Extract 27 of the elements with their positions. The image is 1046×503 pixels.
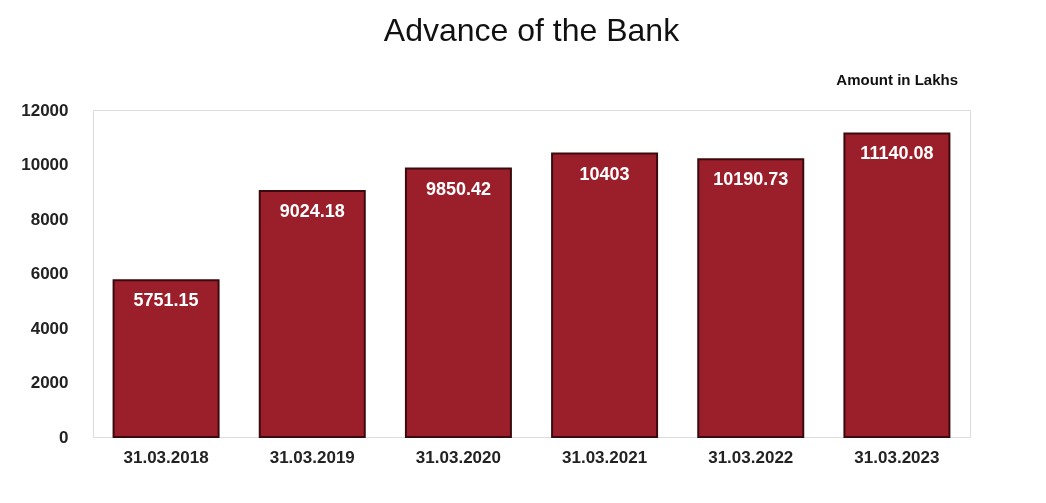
data-label: 9024.18: [279, 201, 345, 222]
y-tick-label: 2000: [30, 373, 69, 392]
data-label: 10190.73: [713, 169, 789, 190]
bar: [843, 132, 951, 438]
bar: [551, 152, 659, 438]
data-label: 5751.15: [133, 290, 199, 311]
x-tick-label: 31.03.2021: [562, 447, 648, 467]
data-label: 11140.08: [860, 143, 934, 164]
bar: [697, 158, 805, 438]
y-tick-label: 6000: [30, 264, 69, 283]
x-tick-label: 31.03.2023: [854, 447, 940, 467]
y-tick-label: 4000: [30, 318, 69, 338]
y-tick-label: 8000: [30, 209, 69, 229]
text: Amount in Lakhs: [836, 71, 958, 88]
x-tick-label: 31.03.2019: [269, 447, 355, 467]
data-label: 10403: [579, 163, 630, 184]
y-tick-label: 12000: [21, 100, 69, 120]
y-tick-label: 10000: [21, 155, 69, 174]
chart-title: Advance of the Bank: [383, 12, 681, 48]
bar: [404, 167, 512, 438]
bar: [112, 279, 220, 438]
data-label: 9850.42: [425, 178, 491, 199]
y-tick-label: 0: [59, 427, 69, 447]
x-tick-label: 31.03.2020: [415, 447, 501, 467]
bar: [258, 190, 366, 438]
x-tick-label: 31.03.2022: [708, 447, 794, 467]
x-tick-label: 31.03.2018: [123, 447, 209, 467]
